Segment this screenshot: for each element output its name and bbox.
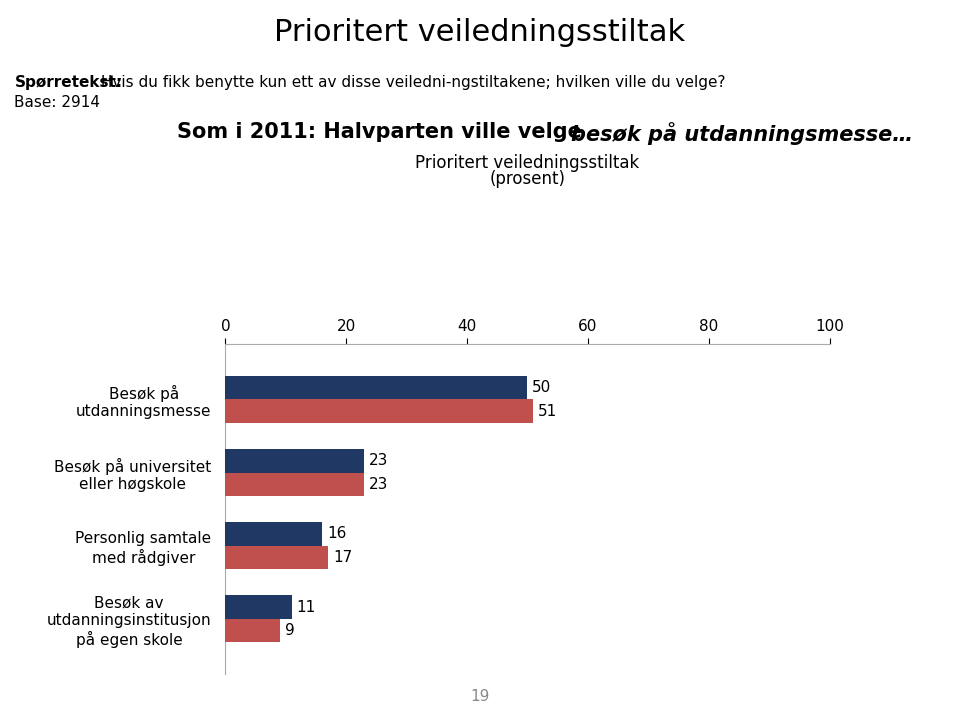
Text: (prosent): (prosent) <box>489 170 566 188</box>
Text: 11: 11 <box>296 599 316 614</box>
Text: 17: 17 <box>333 550 352 565</box>
Bar <box>225 473 364 496</box>
Bar <box>225 399 533 423</box>
Text: 9: 9 <box>285 623 294 638</box>
Bar <box>225 522 322 546</box>
Text: Hvis du fikk benytte kun ett av disse veiledni­ngstiltakene; hvilken ville du ve: Hvis du fikk benytte kun ett av disse ve… <box>96 75 725 90</box>
Text: 50: 50 <box>532 380 551 395</box>
Bar <box>225 595 292 619</box>
Text: Spørretekst:: Spørretekst: <box>14 75 123 90</box>
Text: Prioritert veiledningsstiltak: Prioritert veiledningsstiltak <box>274 18 685 47</box>
Text: Base: 2914: Base: 2914 <box>14 95 101 110</box>
Bar <box>225 376 527 399</box>
Text: Prioritert veiledningsstiltak: Prioritert veiledningsstiltak <box>415 154 640 172</box>
Text: 51: 51 <box>538 404 557 419</box>
Text: 19: 19 <box>470 689 489 704</box>
Text: Som i 2011: Halvparten ville velge: Som i 2011: Halvparten ville velge <box>177 122 590 142</box>
Text: 23: 23 <box>369 477 388 492</box>
Text: 16: 16 <box>327 526 346 541</box>
Text: besøk på utdanningsmesse…: besøk på utdanningsmesse… <box>571 122 913 145</box>
Bar <box>225 546 328 569</box>
Bar <box>225 619 280 642</box>
Bar <box>225 449 364 473</box>
Text: 23: 23 <box>369 453 388 468</box>
